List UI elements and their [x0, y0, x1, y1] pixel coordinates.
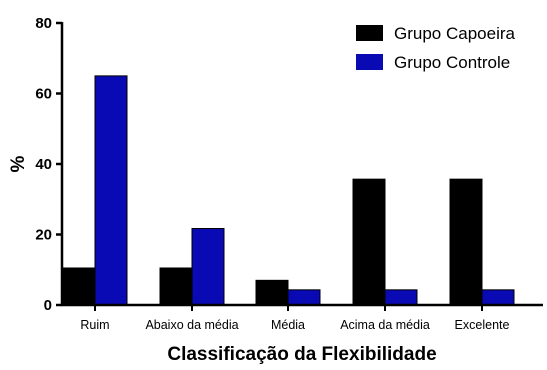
legend-label-capoeira: Grupo Capoeira — [394, 24, 516, 43]
x-category-label: Acima da média — [340, 318, 430, 332]
bar-controle-1 — [191, 228, 225, 306]
x-category-label: Excelente — [455, 318, 510, 332]
y-tick-label: 60 — [35, 86, 52, 103]
bar-capoeira-2 — [255, 279, 289, 306]
bar-controle-3 — [384, 289, 418, 306]
bars-group — [62, 75, 515, 306]
x-ticks-group: Ruim Abaixo da média Média Acima da média Ex… — [80, 305, 509, 332]
bar-controle-2 — [287, 289, 321, 306]
legend-label-controle: Grupo Controle — [394, 53, 510, 72]
bar-capoeira-1 — [159, 267, 193, 306]
bar-capoeira-4 — [449, 178, 483, 306]
bar-controle-0 — [94, 75, 128, 306]
legend-swatch-controle — [356, 54, 383, 70]
y-axis-label: % — [8, 155, 29, 172]
bar-capoeira-0 — [62, 267, 96, 306]
y-tick-label: 0 — [44, 297, 52, 314]
bar-controle-4 — [481, 289, 515, 306]
y-tick-label: 40 — [35, 156, 52, 173]
y-tick-label: 20 — [35, 227, 52, 244]
legend-swatch-capoeira — [356, 25, 383, 41]
y-tick-label: 80 — [35, 15, 52, 32]
x-category-label: Média — [271, 318, 305, 332]
y-ticks-group: 0 20 40 60 80 — [35, 15, 62, 314]
x-axis-label: Classificação da Flexibilidade — [167, 344, 436, 365]
x-category-label: Abaixo da média — [145, 318, 238, 332]
x-category-label: Ruim — [80, 318, 109, 332]
legend: Grupo Capoeira Grupo Controle — [356, 24, 516, 72]
bar-capoeira-3 — [352, 178, 386, 306]
